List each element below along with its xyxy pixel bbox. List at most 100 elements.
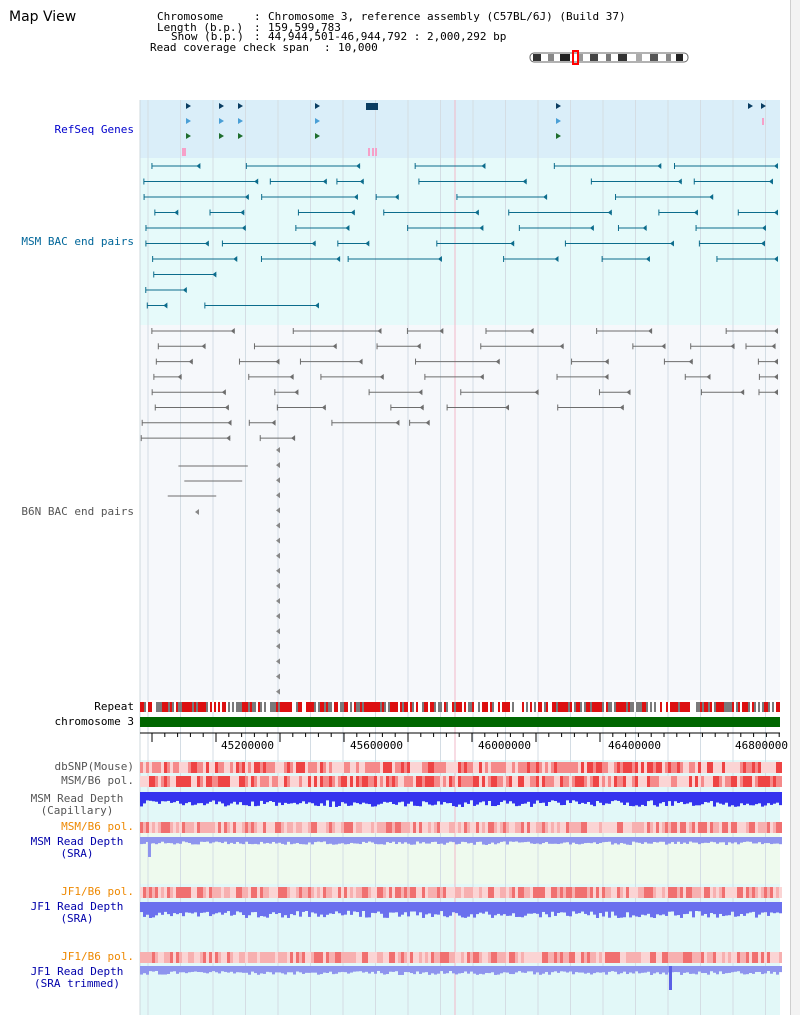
jf1-b6-pol-strip	[362, 887, 365, 898]
msm-depth-sra-bar	[539, 837, 542, 845]
msm-b6-pol-strip	[656, 776, 659, 787]
repeat-segment	[422, 702, 424, 712]
jf1-depth-trimmed-bar	[347, 966, 350, 974]
jf1-b6-pol-trimmed-strip	[779, 952, 782, 963]
jf1-depth-sra-bar	[638, 902, 641, 918]
repeat-segment	[570, 702, 572, 712]
jf1-depth-sra-bar	[659, 902, 662, 916]
dbsnp-strip	[305, 762, 308, 773]
msm-depth-capillary-bar	[242, 792, 245, 806]
jf1-depth-sra-bar	[710, 902, 713, 913]
msm-b6-pol-sra-strip	[326, 822, 329, 833]
repeat-segment	[484, 702, 486, 712]
jf1-b6-pol-strip	[581, 887, 584, 898]
jf1-depth-sra-bar	[404, 902, 407, 913]
jf1-b6-pol-strip	[605, 887, 608, 898]
msm-b6-pol-sra-strip	[200, 822, 203, 833]
jf1-b6-pol-strip	[161, 887, 164, 898]
msm-depth-capillary-bar	[149, 792, 152, 801]
msm-b6-pol-sra-strip	[290, 822, 293, 833]
jf1-depth-sra-bar	[146, 902, 149, 915]
jf1-depth-sra-bar	[323, 902, 326, 918]
msm-b6-pol-sra-strip	[233, 822, 236, 833]
jf1-depth-trimmed-bar	[764, 966, 767, 974]
msm-depth-sra-bar	[761, 837, 764, 845]
msm-bac-label[interactable]: MSM BAC end pairs	[21, 235, 134, 248]
msm-b6-pol-strip	[686, 776, 689, 787]
jf1-depth-sra-bar	[740, 902, 743, 915]
msm-depth-capillary-bar	[287, 792, 290, 804]
msm-b6-pol-sra-strip	[449, 822, 452, 833]
dbsnp-strip	[185, 762, 188, 773]
msm-depth-sra-bar	[197, 837, 200, 845]
msm-b6-pol-strip	[302, 776, 305, 787]
msm-depth-capillary-bar	[341, 792, 344, 803]
repeat-segment	[424, 702, 426, 712]
msm-depth-sra-bar	[524, 837, 527, 843]
msm-depth-sra-bar	[734, 837, 737, 843]
jf1-depth-sra-bar	[503, 902, 506, 915]
msm-b6-pol-sra-strip	[389, 822, 392, 833]
msm-depth-sra-bar	[578, 837, 581, 845]
jf1-depth-sra-bar	[149, 902, 152, 918]
jf1-depth-trimmed-bar	[482, 966, 485, 975]
b6n-bac-pair	[740, 389, 745, 396]
coverage-value: 10,000	[338, 41, 378, 54]
jf1-depth-sra-bar	[458, 902, 461, 916]
msm-b6-pol-sra-strip	[749, 822, 752, 833]
msm-b6-pol-strip	[707, 776, 710, 787]
b6n-bac-label[interactable]: B6N BAC end pairs	[21, 505, 134, 518]
repeat-segment	[342, 702, 344, 712]
msm-b6-pol-strip	[752, 776, 755, 787]
info-colon: :	[254, 30, 261, 43]
repeat-segment	[340, 702, 342, 712]
msm-depth-sra-bar	[509, 837, 512, 842]
vertical-scrollbar[interactable]	[790, 0, 800, 1015]
msm-depth-sra-bar	[356, 837, 359, 844]
jf1-depth-sra-bar	[584, 902, 587, 914]
jf1-depth-sra-bar	[632, 902, 635, 916]
jf1-b6-pol-strip	[236, 887, 239, 898]
dbsnp-strip	[146, 762, 149, 773]
jf1-b6-pol-strip	[155, 887, 158, 898]
msm-depth-capillary-bar	[578, 792, 581, 805]
jf1-b6-pol-trimmed-strip	[641, 952, 644, 963]
jf1-depth-sra-bar	[731, 902, 734, 912]
repeat-segment	[310, 702, 312, 712]
repeat-segment	[644, 702, 646, 712]
jf1-b6-pol-strip	[461, 887, 464, 898]
jf1-depth-trimmed-bar	[260, 966, 263, 974]
dbsnp-strip	[404, 762, 407, 773]
jf1-b6-pol-trimmed-strip	[308, 952, 311, 963]
jf1-depth-sra-bar	[593, 902, 596, 915]
msm-depth-capillary-bar	[344, 792, 347, 804]
dbsnp-strip	[527, 762, 530, 773]
msm-bac-pair	[182, 287, 187, 293]
msm-b6-pol-sra-strip	[461, 822, 464, 833]
msm-b6-pol-sra-strip	[209, 822, 212, 833]
repeat-segment	[292, 702, 294, 712]
jf1-depth-trimmed-bar	[146, 966, 149, 975]
msm-b6-pol-sra-strip	[506, 822, 509, 833]
msm-depth-sra-bar	[452, 837, 455, 843]
repeat-segment	[602, 702, 604, 712]
jf1-b6-pol-strip	[569, 887, 572, 898]
msm-depth-sra-bar	[677, 837, 680, 842]
repeat-segment	[262, 702, 264, 712]
msm-depth-sra-bar	[683, 837, 686, 843]
ideogram-band	[618, 54, 627, 61]
msm-depth-sra-bar	[167, 837, 170, 844]
msm-b6-pol-strip	[704, 776, 707, 787]
refseq-genes-label[interactable]: RefSeq Genes	[54, 123, 134, 136]
msm-b6-pol-sra-strip	[467, 822, 470, 833]
msm-b6-pol-strip	[308, 776, 311, 787]
msm-depth-capillary-bar	[272, 792, 275, 803]
msm-b6-pol-sra-strip	[677, 822, 680, 833]
jf1-b6-pol-strip	[377, 887, 380, 898]
dbsnp-strip	[155, 762, 158, 773]
msm-b6-pol-sra-strip	[533, 822, 536, 833]
msm-b6-pol-sra-strip	[557, 822, 560, 833]
dbsnp-strip	[188, 762, 191, 773]
msm-depth-sra-bar	[401, 837, 404, 844]
